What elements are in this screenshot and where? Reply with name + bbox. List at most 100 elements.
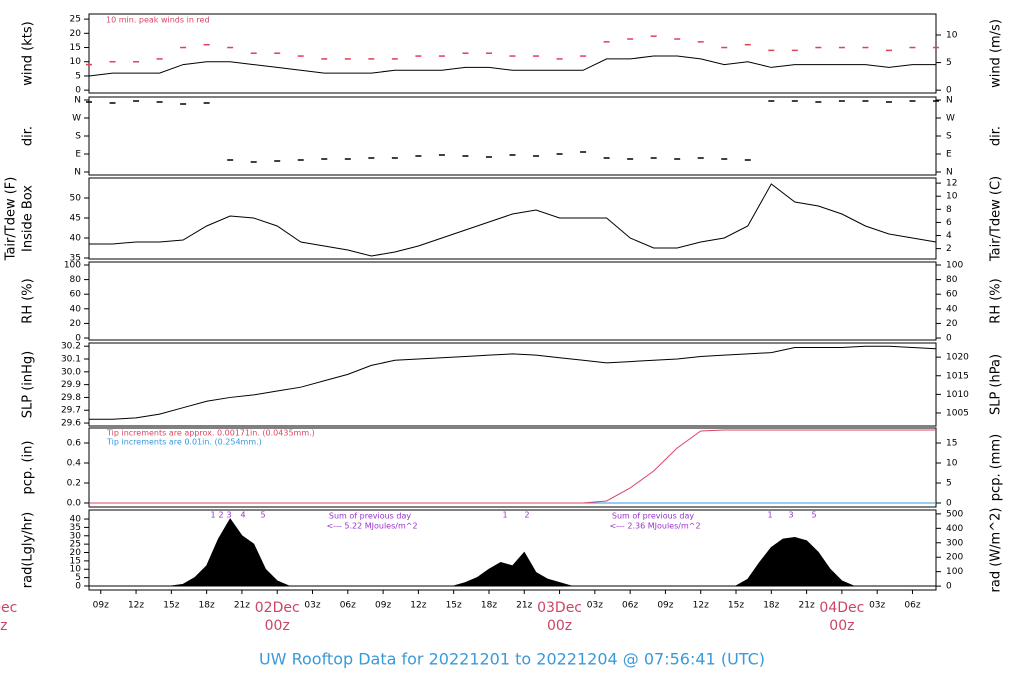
y2-tick-label: 1010 — [946, 390, 969, 400]
y-tick-label: 15 — [70, 43, 81, 53]
line — [89, 183, 937, 257]
y-tick-label: 29.7 — [61, 406, 81, 416]
x-tick-label: 03z — [587, 601, 603, 611]
hour-mark: 5 — [260, 511, 265, 520]
y2-tick-label: 10 — [946, 192, 958, 202]
x-tick-label: 09z — [657, 601, 673, 611]
y-tick-label: S — [75, 132, 81, 142]
x-tick-label: 09z — [93, 601, 109, 611]
y-tick-label: 0.0 — [67, 499, 82, 509]
y2-tick-label: 1015 — [946, 371, 969, 381]
footer-title: UW Rooftop Data for 20221201 to 20221204… — [259, 650, 765, 669]
y2-axis-label: SLP (hPa) — [989, 354, 1004, 415]
hour-mark: 3 — [226, 511, 231, 520]
area — [89, 518, 936, 587]
y2-tick-label: W — [946, 114, 955, 124]
y-tick-label: 20 — [70, 29, 82, 39]
y2-axis-label: RH (%) — [989, 278, 1004, 323]
y2-tick-label: 10 — [946, 459, 958, 469]
x-tick-label: 12z — [693, 601, 709, 611]
annotation: <--- 5.22 MJoules/m^2 — [326, 522, 417, 531]
x-tick-label: 15z — [163, 601, 179, 611]
panel-frame — [88, 261, 937, 341]
line — [89, 429, 936, 504]
date-hour-label: 00z — [547, 618, 572, 634]
x-tick-label: 12z — [410, 601, 426, 611]
y2-tick-label: 100 — [946, 567, 963, 577]
y-tick-label: 35 — [70, 254, 81, 264]
y-tick-label: 0.2 — [67, 479, 81, 489]
y-tick-label: 25 — [70, 15, 81, 25]
y-tick-label: 29.6 — [61, 419, 81, 429]
panel-frame — [88, 13, 937, 94]
y-tick-label: 0 — [75, 86, 81, 96]
hour-mark: 1 — [502, 511, 507, 520]
x-tick-label: 21z — [799, 601, 815, 611]
y2-tick-label: 2 — [946, 244, 952, 254]
y2-tick-label: 100 — [946, 260, 963, 270]
x-tick-label: 18z — [763, 601, 779, 611]
x-tick-label: 03z — [869, 601, 885, 611]
x-tick-label: 03z — [304, 601, 320, 611]
y-axis-label: dir. — [21, 126, 36, 146]
y-tick-label: N — [74, 168, 81, 178]
y2-tick-label: 15 — [946, 439, 957, 449]
y-tick-label: 25 — [70, 540, 81, 550]
y2-tick-label: 1005 — [946, 408, 969, 418]
date-label: 04Dec — [819, 600, 864, 616]
annotation: Tip increments are approx. 0.00171in. (0… — [106, 429, 315, 438]
annotation: Sum of previous day — [612, 512, 694, 521]
x-tick-label: 06z — [904, 601, 920, 611]
y-tick-label: 29.8 — [61, 393, 81, 403]
y2-tick-label: 5 — [946, 479, 952, 489]
y-tick-label: 15 — [70, 556, 81, 566]
y-tick-label: 40 — [70, 234, 82, 244]
y-tick-label: 20 — [70, 319, 82, 329]
y-tick-label: 5 — [75, 573, 81, 583]
hour-mark: 1 — [210, 511, 215, 520]
date-label: 02Dec — [255, 600, 300, 616]
y2-tick-label: 10 — [946, 30, 958, 40]
y-tick-label: N — [74, 96, 81, 106]
hour-mark: 5 — [811, 511, 816, 520]
x-tick-label: 09z — [375, 601, 391, 611]
y2-tick-label: 400 — [946, 524, 963, 534]
y2-tick-label: 0 — [946, 582, 952, 592]
y-tick-label: 40 — [70, 515, 82, 525]
y-tick-label: 30 — [70, 531, 82, 541]
x-tick-label: 18z — [481, 601, 497, 611]
y2-tick-label: 80 — [946, 275, 958, 285]
y-tick-label: 0.6 — [67, 439, 82, 449]
y2-tick-label: 8 — [946, 205, 952, 215]
y-axis-label: SLP (inHg) — [21, 351, 36, 419]
annotation: 10 min. peak winds in red — [106, 16, 210, 25]
hour-mark: 2 — [524, 511, 529, 520]
y2-axis-label: rad (W/m^2) — [989, 508, 1004, 593]
y2-tick-label: 5 — [946, 58, 952, 68]
panel-frame — [88, 177, 937, 260]
y-tick-label: 40 — [70, 304, 82, 314]
x-tick-label: 21z — [234, 601, 250, 611]
panel-frame — [88, 96, 937, 176]
annotation: Sum of previous day — [329, 512, 411, 521]
line — [88, 55, 936, 77]
date-hour-label: 00z — [0, 618, 7, 634]
y2-axis-label: wind (m/s) — [989, 19, 1004, 88]
y2-tick-label: 300 — [946, 538, 963, 548]
y-axis-label: rad(Lgly/hr) — [21, 512, 36, 588]
x-tick-label: 12z — [128, 601, 144, 611]
y2-tick-label: 0 — [946, 86, 952, 96]
panel-frame — [88, 342, 937, 427]
y2-tick-label: 1020 — [946, 353, 969, 363]
y-tick-label: E — [75, 150, 81, 160]
y2-tick-label: N — [946, 168, 953, 178]
y-axis-label: wind (kts) — [21, 21, 36, 85]
line — [89, 345, 937, 420]
y2-tick-label: E — [946, 150, 952, 160]
x-tick-label: 15z — [728, 601, 744, 611]
annotation: Tip increments are 0.01in. (0.254mm.) — [106, 438, 262, 447]
hour-mark: 1 — [767, 511, 772, 520]
annotation: <--- 2.36 MJoules/m^2 — [609, 522, 700, 531]
date-hour-label: 00z — [265, 618, 290, 634]
